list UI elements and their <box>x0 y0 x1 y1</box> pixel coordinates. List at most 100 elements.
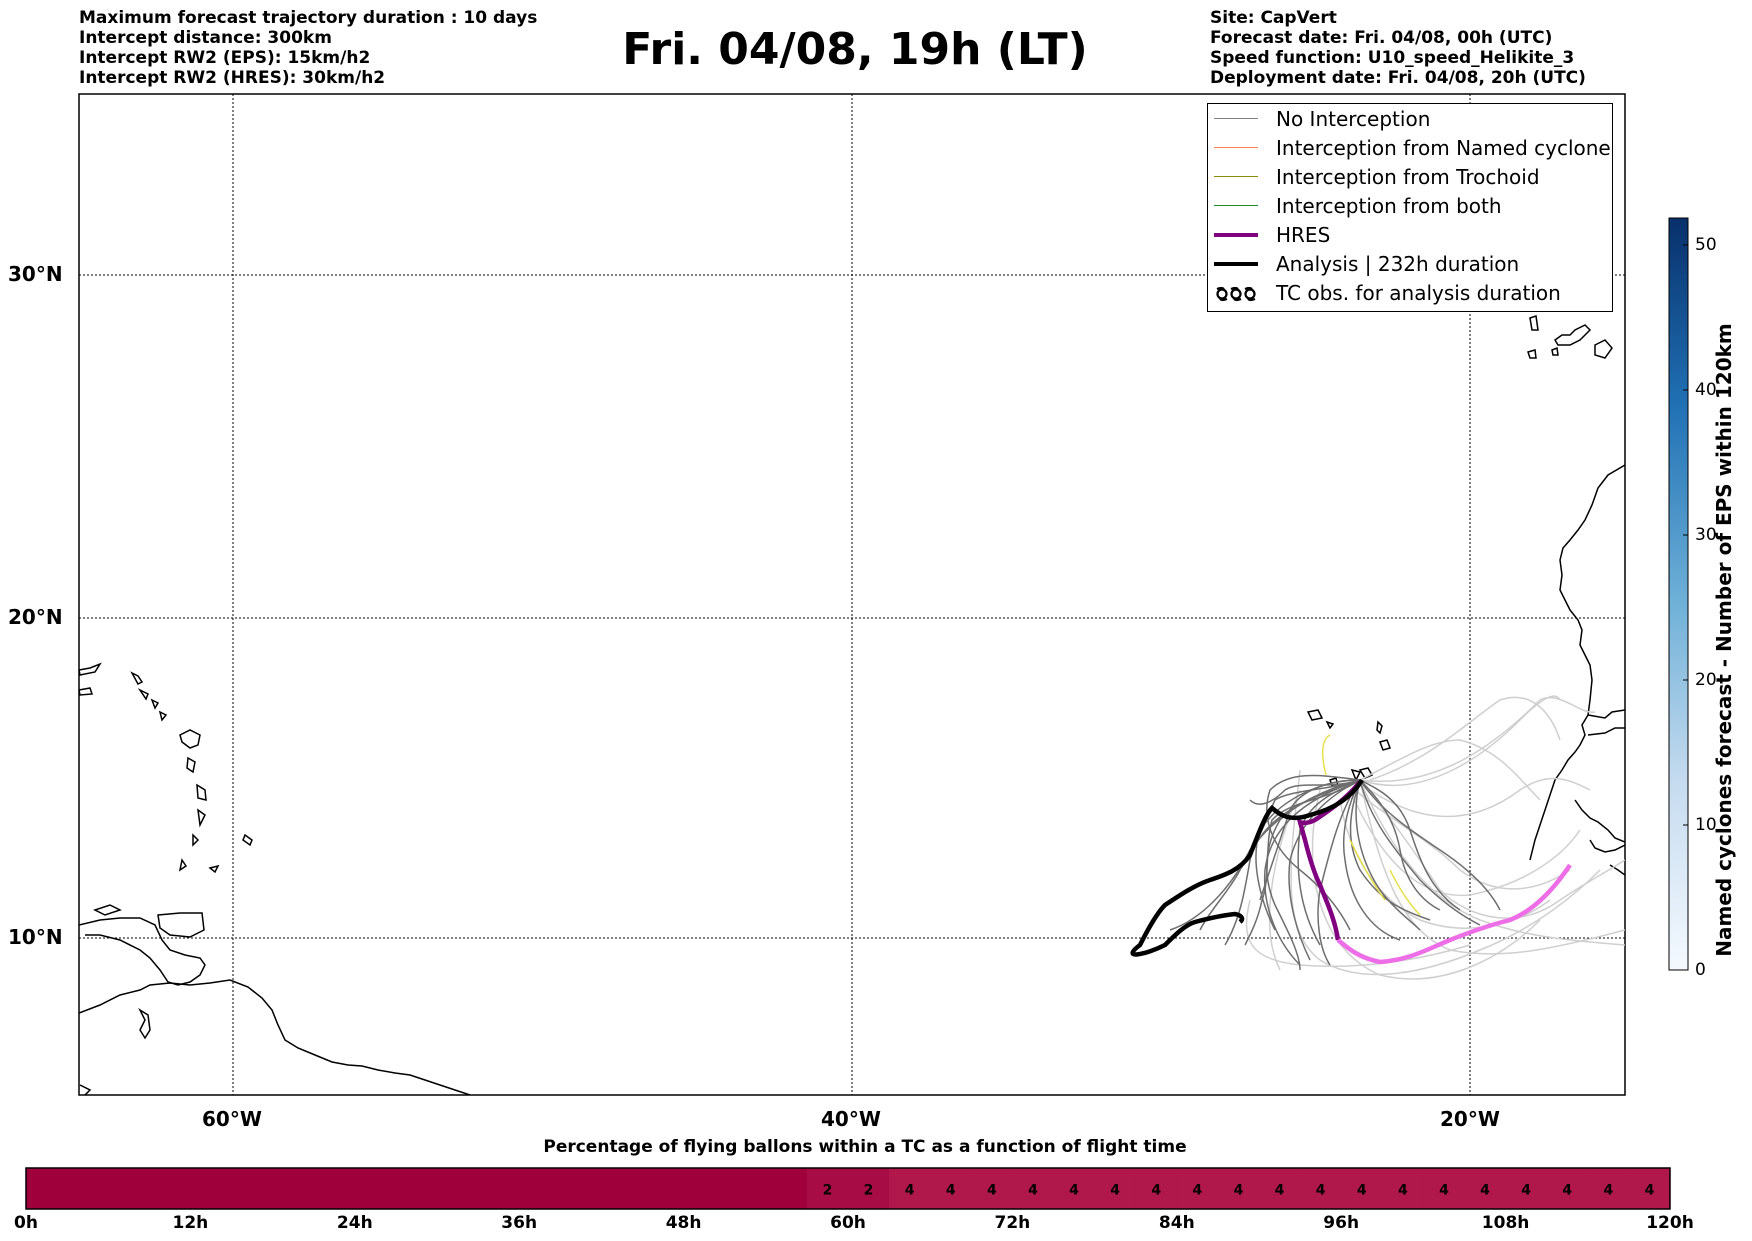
flight-time-cell <box>601 1168 643 1209</box>
legend-label: Interception from Named cyclone <box>1276 135 1611 160</box>
island-la-palma <box>1529 315 1539 331</box>
island-la-gomera <box>1527 349 1537 359</box>
island-pr <box>79 662 102 676</box>
colorbar-tick-label: 30 <box>1695 525 1717 545</box>
flight-time-cell-label: 4 <box>1357 1183 1367 1199</box>
trochoid-trajectories <box>1322 734 1421 916</box>
flight-time-tick-label: 72h <box>994 1213 1031 1233</box>
lat-label: 20°N <box>8 605 63 629</box>
flight-time-cell-label: 4 <box>1151 1183 1161 1199</box>
flight-time-cell <box>478 1168 520 1209</box>
legend: No Interception Interception from Named … <box>1207 103 1613 312</box>
flight-time-cell <box>1176 1168 1219 1209</box>
flight-time-cell <box>1382 1168 1424 1209</box>
colorbar-ticks <box>1683 244 1688 971</box>
colorbar-tick-label: 0 <box>1695 960 1706 980</box>
flight-time-tick-label: 96h <box>1323 1213 1360 1233</box>
flight-time-cell-label: 4 <box>1316 1183 1326 1199</box>
flight-time-tick-label: 0h <box>14 1213 38 1233</box>
island-d <box>158 710 168 722</box>
legend-item: Interception from Trochoid <box>1214 162 1540 191</box>
island-st-lucia <box>197 808 206 828</box>
flight-time-cell <box>67 1168 109 1209</box>
flight-time-cell-label: 4 <box>1521 1183 1531 1199</box>
coast-sierra-leone <box>1589 839 1625 853</box>
flight-time-tick-label: 12h <box>172 1213 209 1233</box>
eps-track <box>1245 899 1471 968</box>
legend-label: No Interception <box>1276 106 1431 131</box>
flight-time-cell <box>848 1168 890 1209</box>
flight-time-bar-frame <box>25 1167 1671 1210</box>
island-fogo <box>1350 768 1362 782</box>
info-line: Maximum forecast trajectory duration : 1… <box>79 8 538 28</box>
flight-time-cell <box>313 1168 356 1209</box>
flight-time-cell-label: 4 <box>946 1183 956 1199</box>
colorbar-tick-label: 20 <box>1695 670 1717 690</box>
flight-time-cell <box>1505 1168 1548 1209</box>
analysis-track <box>1130 778 1364 957</box>
island-st-vincent <box>192 833 200 847</box>
eps-track <box>1249 779 1361 805</box>
flight-time-cell <box>1587 1168 1630 1209</box>
flight-time-tick-label: 108h <box>1481 1213 1530 1233</box>
coast-venezuela <box>79 917 206 986</box>
eps-track <box>1359 779 1625 946</box>
flight-time-tick-label: 48h <box>665 1213 702 1233</box>
island-santo-antao <box>1306 709 1324 721</box>
flight-time-cell-label: 4 <box>1275 1183 1285 1199</box>
cyclone-symbols-icon <box>1216 286 1256 301</box>
flight-time-cell-label: 4 <box>1234 1183 1244 1199</box>
flight-time-cell <box>889 1168 931 1209</box>
info-left: Maximum forecast trajectory duration : 1… <box>79 8 537 88</box>
flight-time-cell-label: 4 <box>1603 1183 1613 1199</box>
trochoid-track <box>1349 839 1386 901</box>
eps-track <box>1290 769 1601 976</box>
flight-time-tick-label: 120h <box>1646 1213 1694 1233</box>
legend-label: TC obs. for analysis duration <box>1276 280 1561 305</box>
eps-track <box>1266 774 1361 931</box>
colorbar-title: Named cyclones forecast - Number of EPS … <box>1712 323 1736 957</box>
legend-item: Interception from Named cyclone <box>1214 133 1611 162</box>
flight-time-cell <box>1546 1168 1589 1209</box>
flight-time-cell <box>190 1168 232 1209</box>
island-gran-canaria <box>1594 339 1613 359</box>
lat-label: 30°N <box>8 262 63 286</box>
coast-edge <box>79 1084 92 1095</box>
graticule <box>79 94 1625 1095</box>
eps-track <box>1268 789 1301 971</box>
flight-time-cell-label: 4 <box>1069 1183 1079 1199</box>
info-line: Forecast date: Fri. 04/08, 00h (UTC) <box>1210 28 1553 48</box>
flight-time-cell-label: 4 <box>1480 1183 1490 1199</box>
legend-swatch <box>1214 147 1258 148</box>
eps-track <box>1349 779 1431 921</box>
flight-time-cell-label: 4 <box>1110 1183 1120 1199</box>
flight-time-cell <box>806 1168 849 1209</box>
coast-liberia <box>1609 864 1625 876</box>
legend-item: Analysis | 232h duration <box>1214 249 1519 278</box>
legend-swatch <box>1214 118 1258 119</box>
info-right: Site: CapVert Forecast date: Fri. 04/08,… <box>1210 8 1586 88</box>
flight-time-cell <box>930 1168 972 1209</box>
lon-label: 20°W <box>1440 1107 1500 1131</box>
info-line: Speed function: U10_speed_Helikite_3 <box>1210 48 1575 68</box>
island-b <box>137 688 149 701</box>
flight-time-cell-label: 2 <box>864 1183 874 1199</box>
island-martinique <box>196 783 207 801</box>
flight-time-cell-label: 4 <box>905 1183 915 1199</box>
hres-track-late <box>1336 863 1572 965</box>
trajectories <box>1130 695 1625 980</box>
eps-track <box>1349 789 1581 897</box>
coast-guinea <box>1574 799 1625 843</box>
flight-time-cell <box>642 1168 685 1209</box>
coastlines <box>79 315 1625 1095</box>
flight-time-cell <box>354 1168 397 1209</box>
island-abc <box>93 904 122 916</box>
flight-time-tick-label: 84h <box>1158 1213 1195 1233</box>
coast-south-america <box>79 979 471 1095</box>
flight-time-cell <box>765 1168 808 1209</box>
flight-time-cell <box>149 1168 191 1209</box>
info-line: Intercept RW2 (HRES): 30km/h2 <box>79 68 386 88</box>
flight-time-cell <box>683 1168 726 1209</box>
flight-time-cell-label: 4 <box>1192 1183 1202 1199</box>
